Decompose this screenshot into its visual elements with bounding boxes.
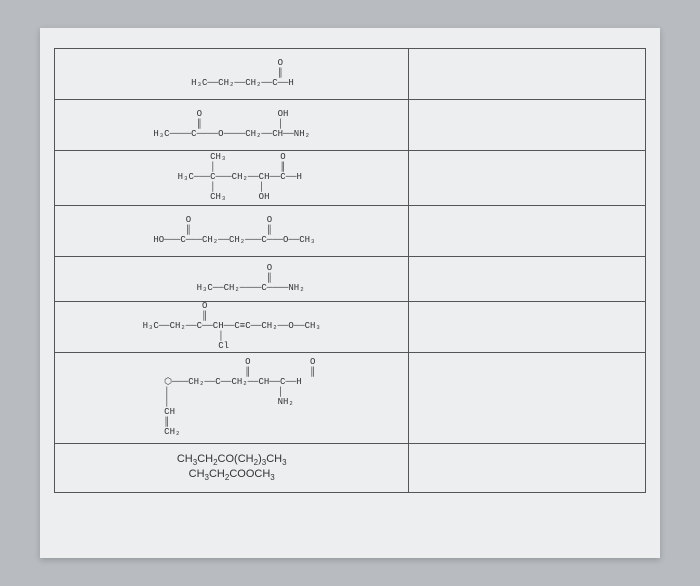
table-row: O O ║ ║ HO───C───CH₂──CH₂───C───O──CH₃	[55, 206, 646, 257]
table-row: O ║ H₃C──CH₂──CH₂──C──H	[55, 49, 646, 100]
chemistry-table: O ║ H₃C──CH₂──CH₂──C──H O OH ║ │ H₃C────…	[54, 48, 646, 493]
table-row: O O ║ ║ ⬡───CH₂──C──CH₂──CH──C──H │ │ │ …	[55, 353, 646, 444]
answer-cell	[409, 151, 646, 206]
structure-diagram: O ║ H₃C──CH₂──CH₂──C──H	[170, 59, 294, 89]
answer-cell	[409, 444, 646, 493]
formula-text: CH3CH2COOCH3	[59, 468, 404, 483]
structure-cell: O ║ H₃C──CH₂──CH₂──C──H	[55, 49, 409, 100]
answer-cell	[409, 49, 646, 100]
table-row: O ║ H₃C──CH₂────C────NH₂	[55, 257, 646, 302]
structure-diagram: CH₃ O │ ║ H₃C───C───CH₂──CH──C──H │ │ CH…	[161, 153, 301, 202]
answer-cell	[409, 257, 646, 302]
structure-cell: O ║ H₃C──CH₂──C──CH──C≡C──CH₂──O──CH₃ │ …	[55, 302, 409, 353]
table-row: O OH ║ │ H₃C────C────O────CH₂──CH──NH₂	[55, 100, 646, 151]
answer-cell	[409, 100, 646, 151]
structure-cell: CH₃ O │ ║ H₃C───C───CH₂──CH──C──H │ │ CH…	[55, 151, 409, 206]
answer-cell	[409, 206, 646, 257]
table-row: CH₃ O │ ║ H₃C───C───CH₂──CH──C──H │ │ CH…	[55, 151, 646, 206]
structure-cell: O O ║ ║ ⬡───CH₂──C──CH₂──CH──C──H │ │ │ …	[55, 353, 409, 444]
structure-diagram: O O ║ ║ HO───C───CH₂──CH₂───C───O──CH₃	[148, 216, 315, 246]
structure-cell: O ║ H₃C──CH₂────C────NH₂	[55, 257, 409, 302]
structure-diagram: O ║ H₃C──CH₂──C──CH──C≡C──CH₂──O──CH₃ │ …	[143, 302, 321, 351]
structure-cell: O O ║ ║ HO───C───CH₂──CH₂───C───O──CH₃	[55, 206, 409, 257]
formula-text: CH3CH2CO(CH2)3CH3	[59, 453, 404, 468]
structure-cell: O OH ║ │ H₃C────C────O────CH₂──CH──NH₂	[55, 100, 409, 151]
structure-diagram: O ║ H₃C──CH₂────C────NH₂	[159, 264, 305, 294]
page-container: O ║ H₃C──CH₂──CH₂──C──H O OH ║ │ H₃C────…	[40, 28, 660, 558]
structure-diagram: O OH ║ │ H₃C────C────O────CH₂──CH──NH₂	[153, 110, 310, 140]
answer-cell	[409, 353, 646, 444]
table-row: O ║ H₃C──CH₂──C──CH──C≡C──CH₂──O──CH₃ │ …	[55, 302, 646, 353]
structure-diagram: O O ║ ║ ⬡───CH₂──C──CH₂──CH──C──H │ │ │ …	[148, 358, 315, 437]
answer-cell	[409, 302, 646, 353]
table-row: CH3CH2CO(CH2)3CH3CH3CH2COOCH3	[55, 444, 646, 493]
structure-cell: CH3CH2CO(CH2)3CH3CH3CH2COOCH3	[55, 444, 409, 493]
